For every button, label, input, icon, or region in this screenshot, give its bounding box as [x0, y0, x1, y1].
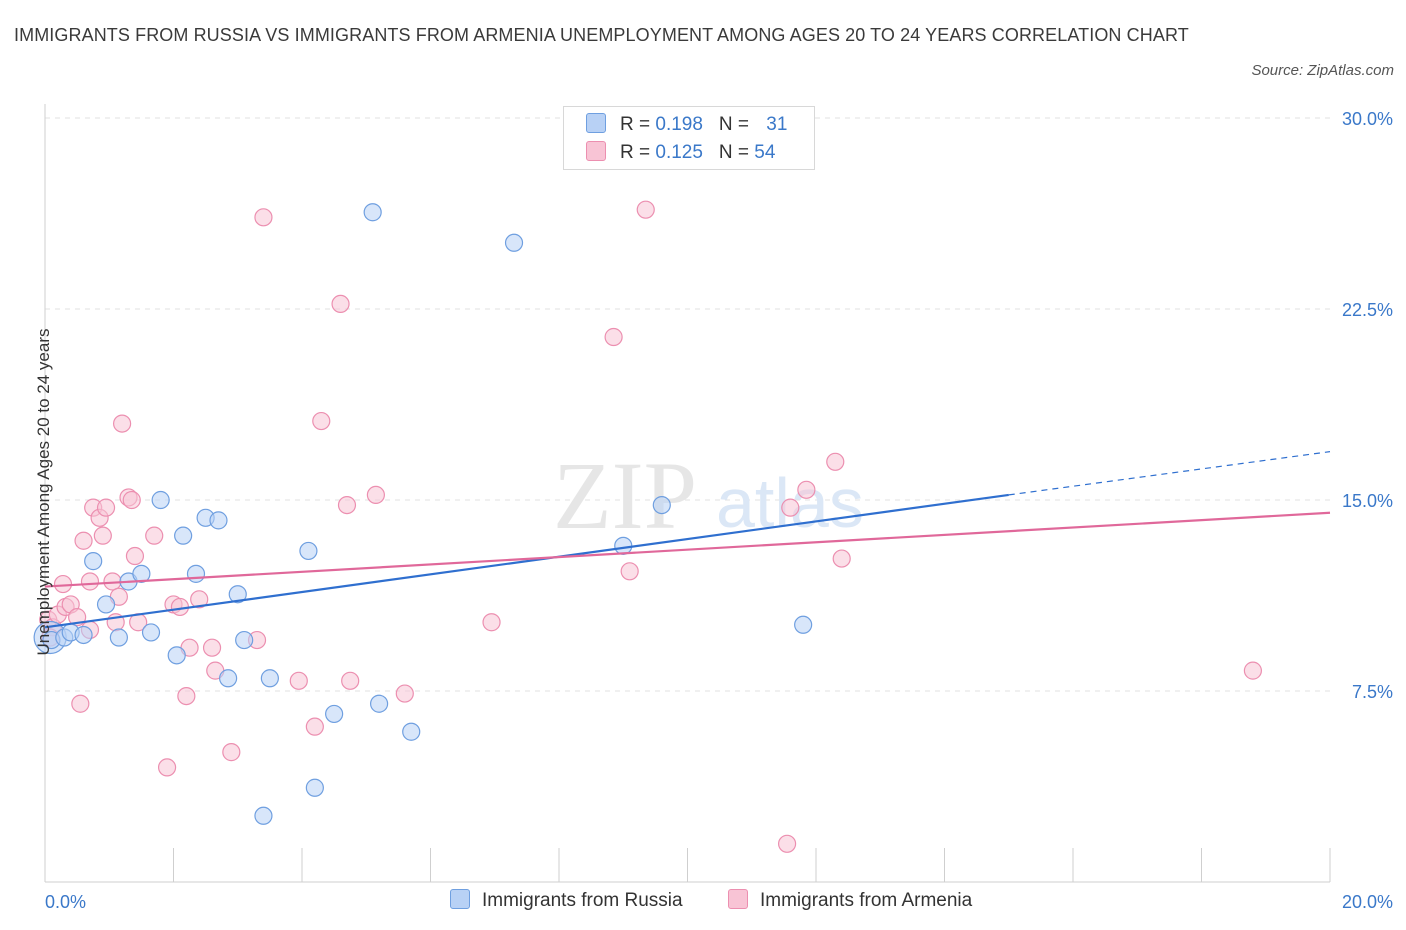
- x-tick-label: 20.0%: [1342, 892, 1393, 912]
- russia-trend-line: [44, 493, 1009, 629]
- y-tick-label: 7.5%: [1352, 682, 1393, 702]
- legend-row-russia: R = 0.198 N = 31: [586, 113, 787, 137]
- russia-point: [74, 625, 93, 645]
- russia-trend-extension: [1008, 451, 1331, 496]
- legend-item-armenia[interactable]: Immigrants from Armenia: [728, 889, 972, 912]
- armenia-point: [366, 485, 385, 505]
- stats-legend: R = 0.198 N = 31 R = 0.125 N = 54: [563, 106, 815, 170]
- chart-title: IMMIGRANTS FROM RUSSIA VS IMMIGRANTS FRO…: [14, 25, 1189, 45]
- armenia-trend-line: [44, 511, 1331, 588]
- armenia-point: [797, 480, 816, 499]
- trend-lines: [44, 451, 1331, 629]
- russia-point: [652, 495, 671, 515]
- russia-swatch: [586, 113, 606, 133]
- armenia-point: [312, 411, 331, 431]
- russia-point: [132, 564, 151, 583]
- russia-point: [254, 806, 273, 825]
- armenia-point: [254, 208, 273, 227]
- x-tick-label: 0.0%: [45, 892, 86, 912]
- armenia-point: [1243, 661, 1263, 680]
- armenia-point: [125, 546, 145, 566]
- russia-point: [174, 526, 193, 545]
- armenia-point: [620, 562, 639, 581]
- armenia-r-value: 0.125: [655, 142, 703, 163]
- russia-n-label: N =: [718, 114, 755, 135]
- russia-legend-label: Immigrants from Russia: [482, 890, 683, 911]
- russia-point: [219, 669, 238, 688]
- armenia-point: [53, 574, 73, 594]
- armenia-r-label: R =: [620, 142, 656, 163]
- armenia-point: [74, 531, 93, 550]
- armenia-point: [331, 294, 350, 314]
- armenia-point: [337, 495, 357, 515]
- russia-r-value: 0.198: [655, 114, 703, 135]
- russia-point: [167, 646, 186, 665]
- russia-point: [84, 552, 103, 571]
- grid-lines: [45, 117, 1330, 692]
- armenia-swatch: [586, 141, 606, 161]
- armenia-point: [222, 743, 241, 762]
- armenia-point: [71, 694, 90, 713]
- russia-point: [363, 203, 382, 222]
- armenia-point: [305, 717, 324, 736]
- armenia-point: [96, 498, 116, 517]
- y-tick-label: 30.0%: [1342, 109, 1393, 129]
- armenia-point: [112, 414, 132, 433]
- armenia-point: [289, 671, 308, 690]
- armenia-point: [395, 684, 414, 703]
- armenia-points: [39, 200, 1263, 853]
- armenia-legend-label: Immigrants from Armenia: [760, 890, 973, 911]
- russia-point: [209, 511, 228, 530]
- russia-legend-swatch: [450, 889, 470, 909]
- armenia-point: [604, 327, 623, 347]
- russia-points: [33, 203, 813, 825]
- russia-point: [370, 694, 389, 713]
- russia-point: [235, 630, 254, 650]
- armenia-legend-swatch: [728, 889, 748, 909]
- y-tick-label: 15.0%: [1342, 491, 1393, 511]
- russia-point: [109, 628, 128, 647]
- armenia-n-label: N =: [718, 142, 755, 163]
- watermark-zip: ZIP: [553, 442, 697, 549]
- russia-point: [186, 564, 206, 583]
- tick-labels: 7.5% 15.0% 22.5% 30.0% 0.0% 20.0%: [45, 109, 1393, 912]
- russia-point: [96, 595, 116, 614]
- armenia-n-value: 54: [754, 142, 776, 163]
- armenia-point: [122, 490, 141, 510]
- legend-item-russia[interactable]: Immigrants from Russia: [450, 889, 683, 912]
- armenia-point: [341, 671, 360, 690]
- russia-point: [794, 615, 813, 634]
- russia-point: [305, 778, 324, 797]
- y-axis-label: Unemployment Among Ages 20 to 24 years: [34, 328, 53, 656]
- armenia-point: [781, 498, 800, 517]
- legend-row-armenia: R = 0.125 N = 54: [586, 141, 775, 165]
- armenia-point: [482, 613, 501, 632]
- armenia-point: [636, 200, 655, 219]
- russia-point: [614, 536, 633, 555]
- armenia-point: [80, 572, 100, 591]
- russia-point: [325, 704, 344, 724]
- armenia-point: [177, 686, 196, 706]
- armenia-point: [826, 452, 845, 471]
- russia-point: [151, 490, 170, 510]
- russia-r-label: R =: [620, 114, 656, 135]
- armenia-point: [202, 638, 222, 657]
- armenia-point: [832, 549, 851, 568]
- axes: [44, 104, 1331, 883]
- russia-point: [141, 623, 161, 642]
- russia-n-value: 31: [766, 114, 788, 135]
- russia-point: [299, 541, 318, 561]
- russia-point: [260, 669, 279, 688]
- russia-point: [402, 722, 421, 741]
- source-label: Source: ZipAtlas.com: [1251, 62, 1394, 79]
- russia-point: [228, 585, 247, 604]
- armenia-point: [93, 526, 112, 545]
- armenia-point: [190, 590, 209, 609]
- y-tick-label: 22.5%: [1342, 300, 1393, 320]
- armenia-point: [777, 834, 797, 853]
- armenia-point: [145, 526, 164, 545]
- armenia-point: [157, 758, 177, 777]
- russia-point: [504, 233, 524, 252]
